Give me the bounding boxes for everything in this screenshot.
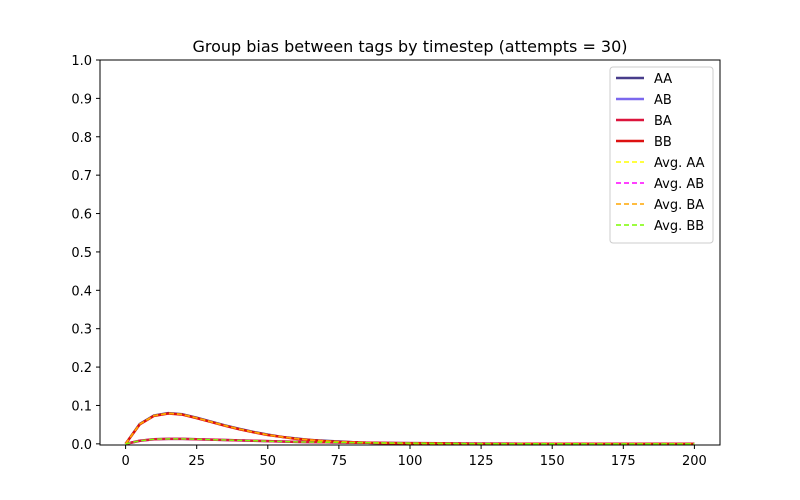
x-tick-label: 50: [260, 454, 277, 469]
legend-label: Avg. BB: [654, 219, 704, 234]
chart-title: Group bias between tags by timestep (att…: [192, 37, 627, 56]
legend-label: AB: [654, 93, 672, 108]
legend-label: Avg. AB: [654, 177, 704, 192]
legend-label: AA: [654, 72, 672, 87]
plot-lines: [124, 411, 695, 446]
y-tick-label: 0.7: [71, 169, 92, 184]
x-tick-label: 75: [331, 454, 348, 469]
y-tick-label: 0.5: [71, 246, 92, 261]
y-tick-label: 0.2: [71, 361, 92, 376]
y-axis: 0.0 0.1 0.2 0.3 0.4 0.5 0.6 0.7 0.8 0.9 1.0: [71, 54, 100, 453]
legend-label: BA: [654, 114, 672, 129]
y-tick-label: 0.9: [71, 92, 92, 107]
y-tick-label: 0.8: [71, 131, 92, 146]
x-tick-label: 175: [611, 454, 636, 469]
legend-label: Avg. BA: [654, 198, 704, 213]
x-axis: 0 25 50 75 100 125 150 175 200: [121, 445, 707, 469]
y-tick-label: 0.6: [71, 208, 92, 223]
x-tick-label: 150: [540, 454, 565, 469]
legend-box: [609, 66, 714, 244]
x-tick-label: 125: [469, 454, 494, 469]
y-tick-label: 0.0: [71, 438, 92, 453]
y-tick-label: 0.4: [71, 284, 92, 299]
legend: AA AB BA BB Avg. AA Avg. AB Avg. BA Avg. BB: [609, 66, 714, 244]
y-tick-label: 1.0: [71, 54, 92, 69]
x-tick-label: 25: [188, 454, 205, 469]
x-tick-label: 100: [398, 454, 423, 469]
x-tick-label: 0: [121, 454, 129, 469]
legend-label: Avg. AA: [654, 156, 705, 171]
y-tick-label: 0.1: [71, 399, 92, 414]
series-line-avg-bb: [125, 438, 695, 445]
y-tick-label: 0.3: [71, 323, 92, 338]
legend-label: BB: [654, 135, 672, 150]
x-tick-label: 200: [682, 454, 707, 469]
